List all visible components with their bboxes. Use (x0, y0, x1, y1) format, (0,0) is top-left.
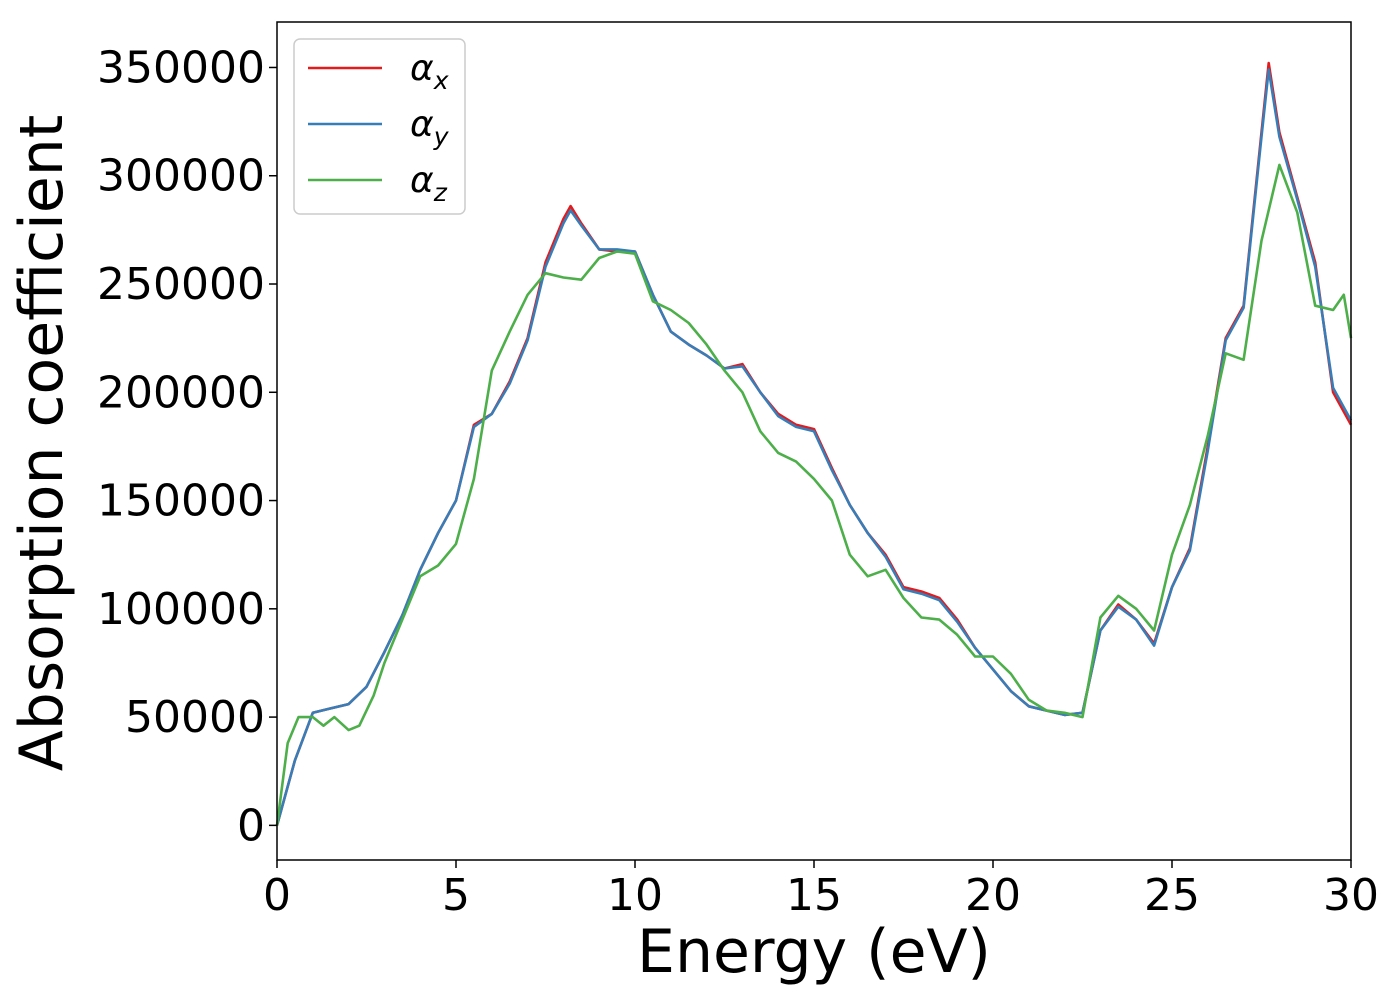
x-tick-label: 10 (607, 870, 663, 921)
legend-symbol: α (410, 104, 434, 145)
series-line-y (275, 68, 1353, 826)
x-tick-label: 25 (1144, 870, 1200, 921)
legend-subscript: y (433, 122, 450, 151)
y-tick-label: 300000 (97, 151, 265, 202)
y-tick-label: 250000 (97, 259, 265, 310)
x-tick-label: 20 (965, 870, 1021, 921)
x-tick-label: 15 (786, 870, 842, 921)
x-tick-label: 5 (442, 870, 470, 921)
x-tick-label: 0 (263, 870, 291, 921)
legend-label-y: αy (410, 104, 450, 151)
y-tick-label: 350000 (97, 42, 265, 93)
y-tick-label: 200000 (97, 367, 265, 418)
legend-label-z: αz (410, 160, 448, 207)
tick-layer: 0 5 10 15 20 25 30 0 50000 100000 150000 200000 2500… (97, 42, 1379, 921)
series-line-z (275, 163, 1353, 826)
y-tick-label: 150000 (97, 476, 265, 527)
legend-subscript: x (433, 66, 449, 95)
y-tick-label: 50000 (125, 692, 265, 743)
series-layer (275, 61, 1353, 826)
y-tick-label: 0 (237, 800, 265, 851)
legend-box (293, 38, 466, 215)
legend-subscript: z (433, 178, 448, 207)
y-axis-label: Absorption coefficient (7, 115, 77, 772)
x-axis-label: Energy (eV) (637, 917, 991, 987)
legend-symbol: α (410, 160, 434, 201)
legend-symbol: α (410, 48, 434, 89)
legend-label-x: αx (410, 48, 449, 95)
y-tick-label: 100000 (97, 584, 265, 635)
x-tick-label: 30 (1323, 870, 1379, 921)
